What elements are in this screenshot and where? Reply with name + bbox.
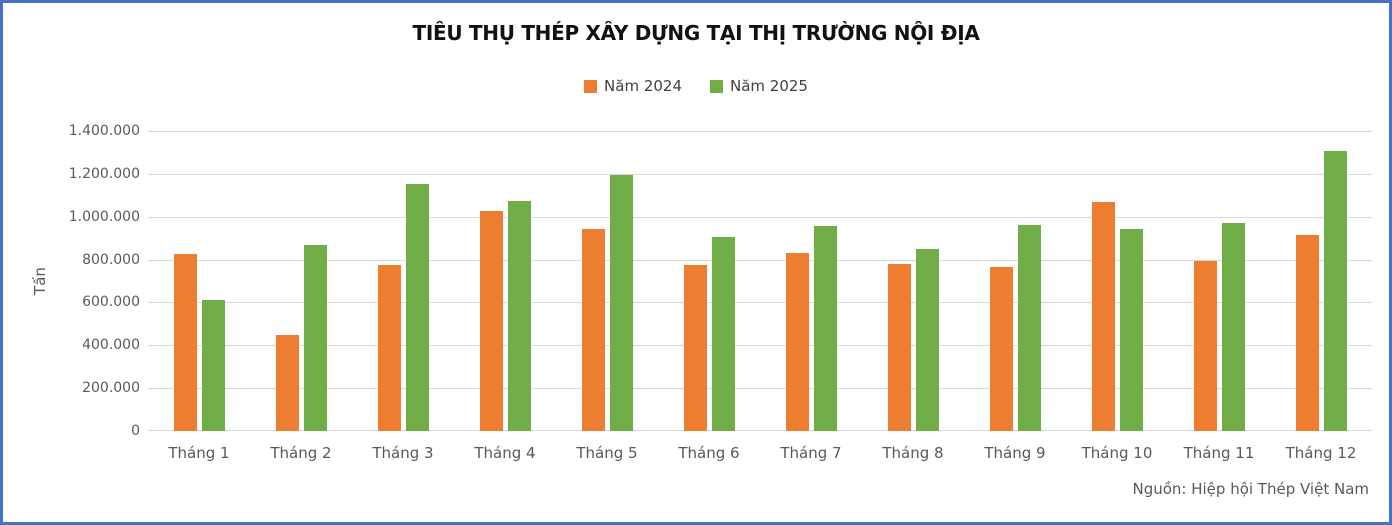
source-note: Nguồn: Hiệp hội Thép Việt Nam	[1132, 480, 1369, 498]
bar-năm-2025	[1221, 223, 1245, 431]
legend-swatch-icon	[710, 79, 723, 93]
bar-năm-2024	[1193, 260, 1217, 431]
bar-năm-2025	[1323, 151, 1347, 431]
bar-năm-2025	[1119, 228, 1143, 431]
legend-item-năm-2024: Năm 2024	[584, 77, 682, 95]
bar-năm-2024	[479, 211, 503, 431]
gridline	[148, 216, 1372, 218]
bar-năm-2025	[405, 183, 429, 431]
bar-group	[250, 131, 352, 431]
bar-năm-2024	[887, 263, 911, 431]
bar-năm-2024	[581, 228, 605, 431]
legend-label: Năm 2025	[730, 77, 808, 95]
y-axis-title: Tấn	[31, 267, 49, 295]
x-tick-label: Tháng 5	[576, 444, 638, 462]
bar-năm-2025	[711, 237, 735, 431]
y-tick-label: 1.200.000	[68, 165, 140, 182]
bar-group	[454, 131, 556, 431]
x-tick-label: Tháng 6	[678, 444, 740, 462]
x-tick-label: Tháng 11	[1183, 444, 1255, 462]
x-tick-label: Tháng 4	[474, 444, 536, 462]
bar-năm-2024	[1091, 201, 1115, 431]
y-tick-label: 200.000	[82, 380, 140, 397]
gridline	[148, 302, 1372, 304]
x-tick-label: Tháng 8	[882, 444, 944, 462]
x-tick-label: Tháng 9	[984, 444, 1046, 462]
bar-năm-2025	[609, 174, 633, 431]
bar-năm-2024	[1295, 234, 1319, 431]
legend-item-năm-2025: Năm 2025	[710, 77, 808, 95]
bar-group	[1270, 131, 1372, 431]
x-tick-label: Tháng 10	[1081, 444, 1153, 462]
legend: Năm 2024 Năm 2025	[3, 77, 1389, 95]
x-tick-label: Tháng 3	[372, 444, 434, 462]
y-tick-label: 600.000	[82, 294, 140, 311]
bar-năm-2025	[1017, 225, 1041, 431]
x-tick-label: Tháng 1	[168, 444, 230, 462]
y-tick-label: 0	[131, 423, 140, 439]
y-tick-label: 1.400.000	[68, 123, 140, 139]
x-tick-label: Tháng 7	[780, 444, 842, 462]
bar-năm-2024	[275, 334, 299, 431]
bar-group	[352, 131, 454, 431]
gridline	[148, 173, 1372, 175]
legend-swatch-icon	[584, 79, 598, 93]
bar-group	[148, 131, 250, 431]
bar-group	[964, 131, 1066, 431]
bar-năm-2025	[201, 299, 225, 431]
gridline	[148, 259, 1372, 261]
y-tick-label: 400.000	[82, 337, 140, 354]
bar-năm-2025	[915, 248, 939, 431]
x-tick-label: Tháng 12	[1285, 444, 1357, 462]
y-tick-label: 1.000.000	[68, 208, 140, 225]
bar-group	[862, 131, 964, 431]
gridline	[148, 131, 1372, 132]
bar-năm-2024	[785, 253, 809, 431]
gridline	[148, 345, 1372, 347]
legend-label: Năm 2024	[604, 77, 682, 95]
bar-năm-2024	[173, 253, 197, 431]
bar-group	[658, 131, 760, 431]
x-axis-tick-labels: Tháng 1 Tháng 2 Tháng 3 Tháng 4 Tháng 5 Tháng…	[148, 444, 1372, 462]
bar-năm-2024	[989, 267, 1013, 431]
chart-title: TIÊU THỤ THÉP XÂY DỰNG TẠI THỊ TRƯỜNG NỘ…	[412, 21, 980, 45]
bar-group	[1168, 131, 1270, 431]
bar-năm-2024	[377, 264, 401, 431]
y-tick-label: 800.000	[82, 251, 140, 268]
bar-năm-2025	[507, 200, 531, 431]
gridline	[148, 388, 1372, 390]
bar-group	[760, 131, 862, 431]
plot-area	[148, 131, 1372, 431]
bar-năm-2024	[683, 264, 707, 431]
bar-group	[556, 131, 658, 431]
bar-năm-2025	[303, 244, 327, 431]
bar-năm-2025	[813, 226, 837, 431]
gridline	[148, 430, 1372, 431]
x-tick-label: Tháng 2	[270, 444, 332, 462]
bar-group	[1066, 131, 1168, 431]
bar-series	[148, 131, 1372, 431]
